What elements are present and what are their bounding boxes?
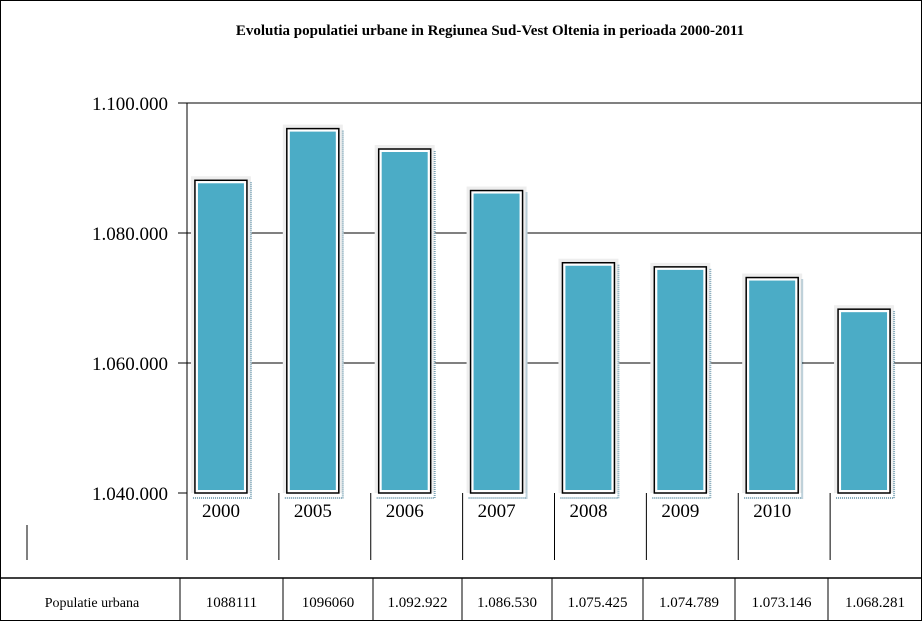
bars: [190, 124, 896, 499]
table-cell: 1096060: [302, 595, 355, 611]
y-axis: 1.040.000 1.060.000 1.080.000 1.100.000: [92, 94, 188, 505]
bar: [473, 193, 520, 490]
data-table: Populatie urbana 1088111 1096060 1.092.922 1…: [0, 577, 922, 621]
bar: [197, 183, 244, 490]
chart-title: Evolutia populatiei urbane in Regiunea S…: [236, 23, 744, 39]
table-cell: 1.068.281: [845, 595, 905, 611]
bar: [289, 131, 336, 491]
x-axis-labels: 2000 2005 2006 2007 2008 2009 2010: [26, 493, 922, 560]
x-tick-label: 2007: [478, 501, 516, 522]
table-cell: 1.074.789: [659, 595, 719, 611]
x-tick-label: 2006: [386, 501, 424, 522]
bar: [841, 312, 888, 490]
bar: [657, 269, 704, 490]
y-tick-label: 1.040.000: [92, 484, 168, 505]
x-tick-label: 2010: [753, 501, 791, 522]
y-tick-label: 1.100.000: [92, 94, 168, 115]
x-tick-label: 2000: [202, 501, 240, 522]
table-cell: 1.075.425: [568, 595, 628, 611]
bar: [381, 152, 428, 490]
bar: [749, 280, 796, 490]
table-cell: 1.086.530: [477, 595, 537, 611]
table-cell: 1.073.146: [752, 595, 813, 611]
table-cell: 1.092.922: [388, 595, 448, 611]
bar: [565, 265, 612, 490]
table-cell: 1088111: [206, 595, 257, 611]
y-tick-label: 1.060.000: [92, 354, 168, 375]
x-tick-label: 2005: [294, 501, 332, 522]
x-tick-label: 2008: [569, 501, 607, 522]
table-row-label: Populatie urbana: [45, 596, 140, 611]
y-tick-label: 1.080.000: [92, 224, 168, 245]
x-tick-label: 2009: [661, 501, 699, 522]
